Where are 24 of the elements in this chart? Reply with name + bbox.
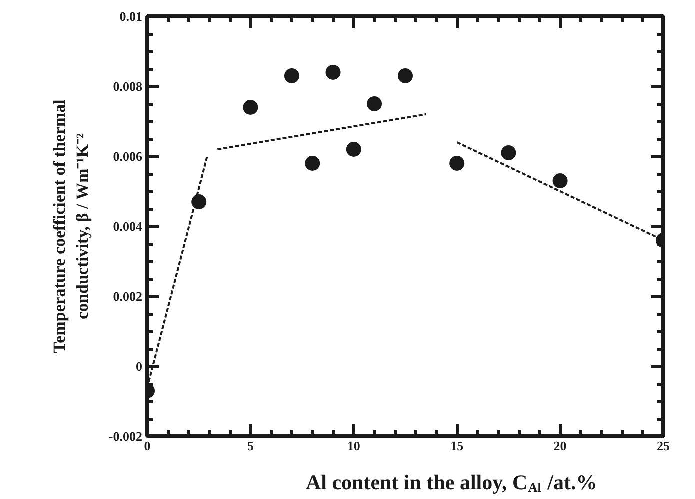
y-tick-label: 0.004 [113,219,143,234]
point [501,146,516,160]
point [398,68,413,84]
y-tick-label: 0.01 [120,9,142,24]
point [243,100,258,115]
y-tick-label: 0.006 [113,149,143,164]
x-tick-label: 15 [450,438,464,454]
x-tick-label: 5 [247,438,254,454]
point [450,156,465,171]
y-tick-label: 0 [136,359,142,374]
x-tick-label: 10 [347,438,360,454]
point [284,68,300,84]
x-tick-label: 25 [657,438,670,454]
point [192,194,207,210]
y-tick-label: -0.002 [108,429,143,444]
point [326,65,341,80]
point [305,156,320,171]
y-axis-title: Temperature coefficient of thermal conductivity, β / Wm⁻¹K⁻² [50,99,92,354]
y-tick-label: 0.008 [113,79,143,94]
y-tick-label: 0.002 [113,289,142,304]
point [346,142,362,157]
point [552,174,568,188]
point [367,96,382,112]
x-tick-label: 20 [554,438,567,454]
